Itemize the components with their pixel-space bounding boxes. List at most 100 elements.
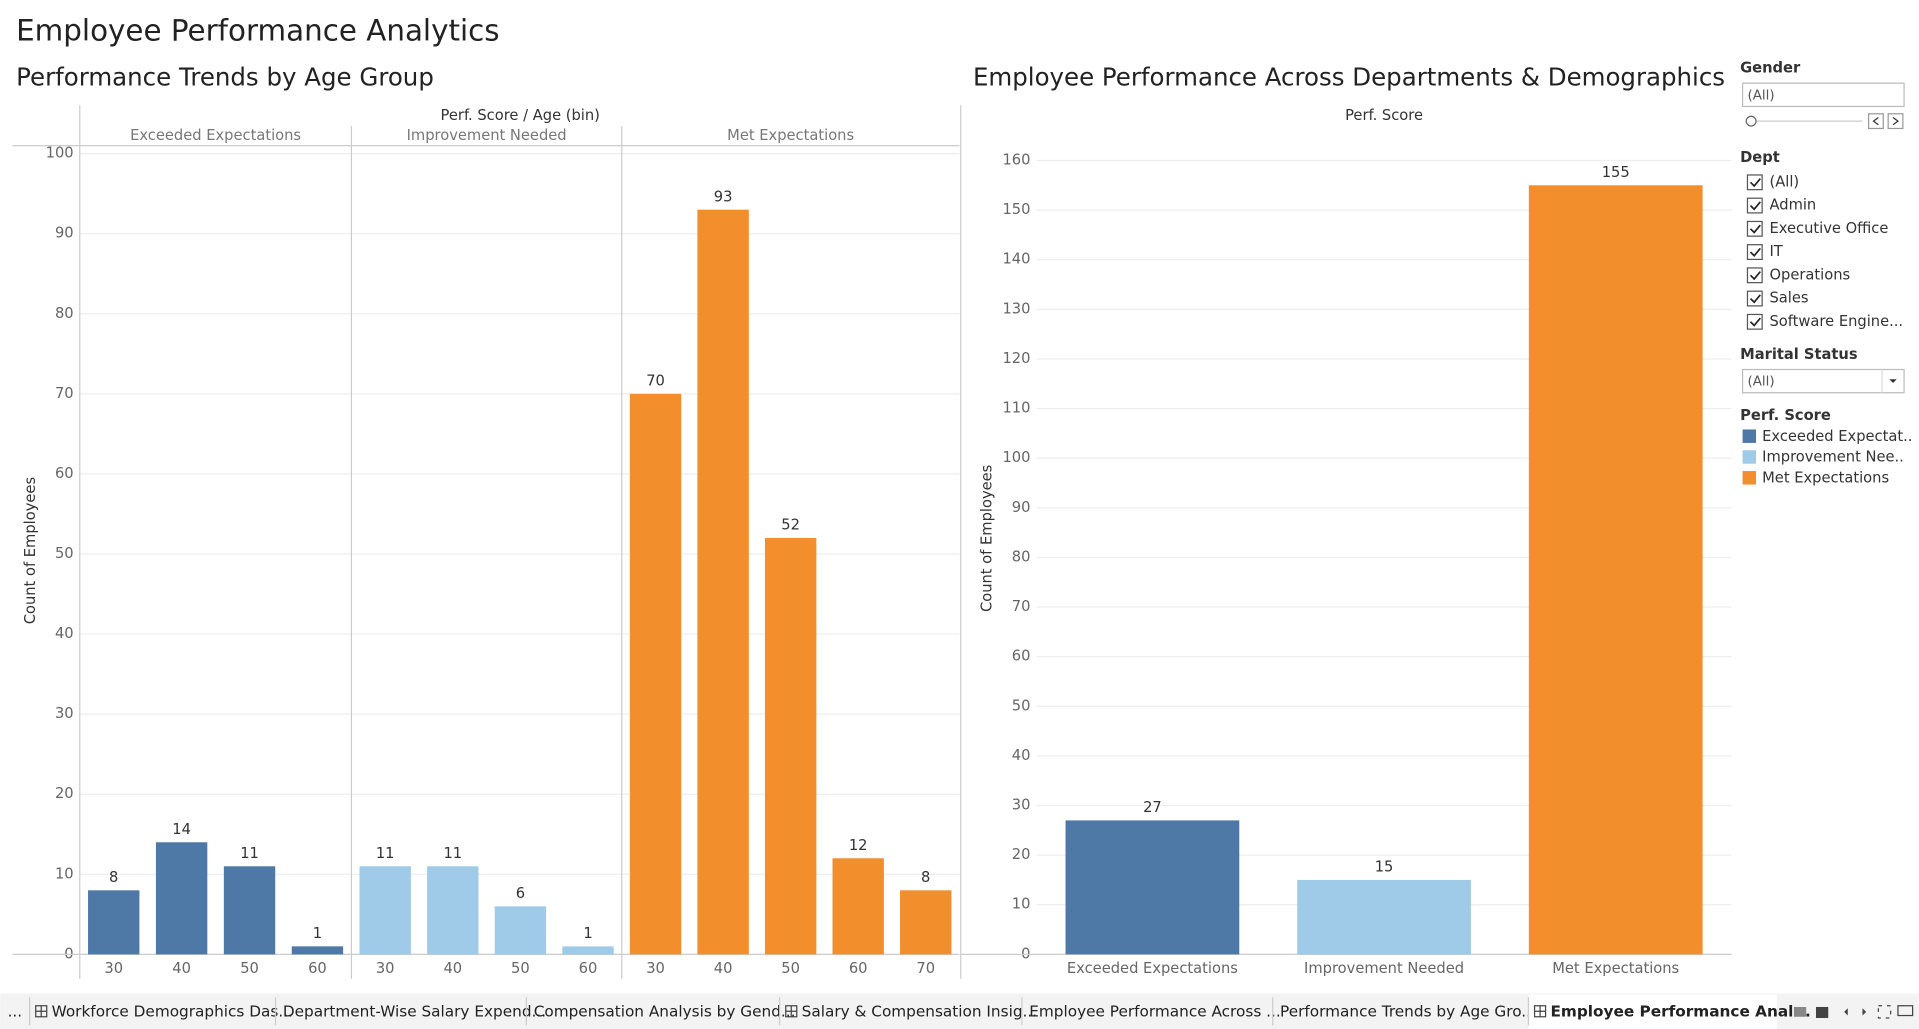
y-tick-label: 100 [1002, 449, 1030, 466]
data-label: 70 [646, 373, 665, 390]
bar [697, 209, 749, 955]
y-tick-label: 10 [1012, 896, 1031, 913]
legend-swatch [1742, 471, 1757, 485]
y-tick-label: 20 [55, 785, 74, 802]
tab-label[interactable]: Workforce Demographics Das... [52, 1002, 293, 1020]
y-tick-label: 60 [1012, 648, 1031, 665]
x-tick-label: 30 [376, 960, 395, 977]
active-tab[interactable] [1528, 994, 1777, 1029]
x-tick-label: 70 [916, 960, 935, 977]
tab-label[interactable]: Department-Wise Salary Expend... [283, 1002, 546, 1020]
dept-checkbox[interactable] [1746, 290, 1763, 307]
legend-label: Improvement Nee.. [1762, 449, 1904, 466]
dept-option[interactable]: Admin [1769, 197, 1816, 214]
data-label: 11 [240, 845, 259, 862]
panel-header: Improvement Needed [407, 127, 567, 144]
dept-option[interactable]: Operations [1769, 266, 1850, 283]
data-label: 11 [443, 845, 462, 862]
dept-checkbox[interactable] [1746, 267, 1763, 284]
bar [562, 946, 614, 955]
y-tick-label: 90 [1012, 499, 1031, 516]
bar [155, 842, 208, 955]
bar [1528, 185, 1703, 955]
check-mark [1749, 178, 1761, 188]
dashboard-title: Employee Performance Analytics [16, 13, 499, 47]
tab-label[interactable]: Performance Trends by Age Gro... [1280, 1002, 1536, 1020]
bar [1297, 879, 1471, 955]
y-tick-label: 130 [1002, 300, 1030, 317]
dropdown-arrow [1889, 379, 1897, 383]
x-tick-label: Met Expectations [1552, 960, 1679, 977]
bar [427, 866, 479, 955]
slider-next[interactable] [1887, 113, 1904, 130]
tab-label[interactable]: Compensation Analysis by Gend... [534, 1002, 796, 1020]
tab-label[interactable]: Employee Performance Across ... [1029, 1002, 1280, 1020]
gender-value: (All) [1747, 88, 1774, 103]
slider-handle[interactable] [1745, 115, 1757, 127]
marital-dropdown[interactable] [1741, 368, 1905, 394]
filter-title: Gender [1740, 60, 1801, 77]
legend-label: Exceeded Expectat.. [1762, 428, 1912, 445]
bar [291, 946, 344, 955]
y-tick-label: 40 [55, 625, 74, 642]
y-tick-label: 150 [1002, 201, 1030, 218]
y-tick-label: 160 [1002, 151, 1030, 168]
dept-option[interactable]: Executive Office [1769, 220, 1888, 237]
view-icon[interactable] [1815, 1006, 1829, 1018]
dept-option[interactable]: Sales [1769, 290, 1808, 307]
fullscreen-icon[interactable] [1877, 1005, 1892, 1019]
check-mark [1749, 317, 1761, 327]
chart-title: Employee Performance Across Departments … [973, 62, 1725, 91]
data-label: 8 [109, 869, 118, 886]
tab-label[interactable]: Salary & Compensation Insig... [802, 1002, 1037, 1020]
view-icon[interactable] [1793, 1006, 1807, 1017]
bar [223, 866, 276, 955]
marital-value: (All) [1747, 375, 1774, 390]
data-label: 1 [583, 925, 592, 942]
check-mark [1749, 201, 1761, 211]
x-tick-label: 50 [240, 960, 259, 977]
data-label: 1 [313, 925, 322, 942]
dept-option[interactable]: Software Engine... [1769, 313, 1903, 330]
tab-icon [35, 1005, 47, 1017]
nav-next[interactable] [1862, 1008, 1867, 1016]
x-tick-label: 30 [646, 960, 665, 977]
y-tick-label: 20 [1012, 846, 1031, 863]
legend-swatch [1742, 429, 1757, 443]
chart-header: Perf. Score / Age (bin) [441, 107, 600, 124]
dept-checkbox[interactable] [1746, 313, 1763, 330]
gender-dropdown[interactable] [1741, 82, 1905, 108]
data-label: 14 [172, 821, 191, 838]
data-label: 15 [1375, 859, 1394, 876]
legend-swatch [1742, 450, 1757, 464]
x-tick-label: Improvement Needed [1304, 960, 1464, 977]
bar [900, 890, 952, 955]
y-tick-label: 30 [1012, 797, 1031, 814]
present-icon[interactable] [1897, 1005, 1914, 1017]
dept-checkbox[interactable] [1746, 197, 1763, 214]
bar [494, 906, 547, 955]
dept-option[interactable]: (All) [1769, 173, 1799, 190]
dept-checkbox[interactable] [1746, 174, 1763, 191]
tab-icon [785, 1005, 797, 1017]
tab-label[interactable]: ... [8, 1002, 23, 1020]
chart-header: Perf. Score [1345, 107, 1423, 124]
x-tick-label: 40 [714, 960, 733, 977]
y-tick-label: 10 [55, 865, 74, 882]
x-tick-label: 40 [172, 960, 191, 977]
bar [832, 858, 884, 955]
y-axis-label: Count of Employees [22, 477, 39, 624]
dept-checkbox[interactable] [1746, 244, 1763, 261]
legend-label: Met Expectations [1762, 469, 1889, 486]
data-label: 27 [1143, 799, 1162, 816]
dept-option[interactable]: IT [1769, 243, 1782, 260]
slider-prev[interactable] [1867, 113, 1884, 130]
bar [1065, 820, 1240, 955]
data-label: 52 [781, 517, 800, 534]
dept-checkbox[interactable] [1746, 220, 1763, 237]
tab-label[interactable]: Employee Performance Anal... [1550, 1002, 1810, 1020]
tab-icon [1534, 1005, 1546, 1017]
y-tick-label: 50 [55, 545, 74, 562]
data-label: 155 [1602, 164, 1630, 181]
nav-prev[interactable] [1844, 1008, 1848, 1016]
